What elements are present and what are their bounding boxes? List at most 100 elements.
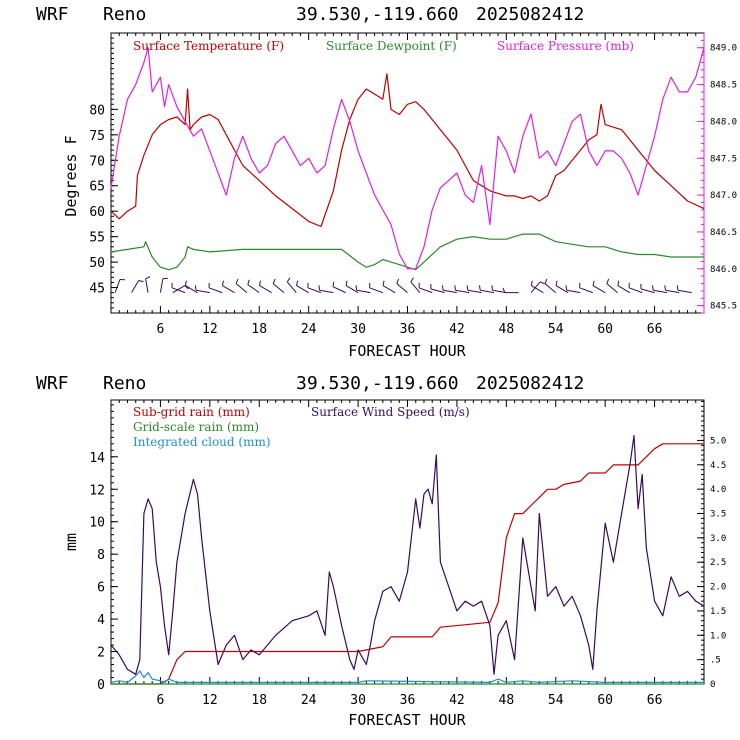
wind-barb-flag [652, 285, 654, 291]
wind-barb [455, 289, 470, 294]
wind-barb-flag [441, 285, 444, 291]
panel2-x-tick-label: 66 [647, 693, 663, 708]
panel1-x-tick-label: 48 [499, 322, 515, 337]
panel2-x-tick-label: 30 [350, 693, 366, 708]
panel2-coords: 39.530,-119.660 [296, 373, 459, 394]
wind-barb-flag [355, 285, 358, 291]
panel2-x-tick-label: 48 [499, 693, 515, 708]
panel1-y-tick-label: 60 [89, 205, 105, 220]
wind-barb [286, 281, 297, 293]
wind-barb-flag [664, 285, 666, 291]
series-surface-dewpoint-f [110, 233, 704, 271]
wind-barb-flag [454, 285, 456, 291]
panel2-y-tick-label: 14 [89, 451, 105, 466]
wind-barb [592, 285, 606, 294]
wind-barb [665, 289, 680, 294]
panel1-y2-tick-label: 849.0 [710, 44, 737, 54]
wind-barb-flag [396, 278, 400, 284]
panel2-init-time: 2025082412 [476, 373, 584, 394]
wind-barb [195, 289, 210, 294]
wind-barb [171, 287, 186, 294]
panel1-y2-tick-label: 847.5 [710, 154, 737, 164]
legend-surface-temperature: Surface Temperature (F) [133, 39, 284, 53]
wind-barb [332, 286, 346, 294]
panel1-x-tick-label: 66 [647, 322, 663, 337]
wind-barb [566, 289, 581, 294]
panel1-y2-tick-label: 847.0 [710, 191, 737, 201]
panel1-y-tick-label: 50 [89, 256, 105, 271]
panel2-x-tick-label: 6 [157, 693, 165, 708]
wind-barb-flag [247, 279, 250, 285]
panel2-x-tick-label: 18 [251, 693, 267, 708]
wind-barb [480, 289, 495, 294]
wind-barb [356, 289, 371, 294]
panel1-plot-area [110, 47, 705, 294]
panel1-y-tick-label: 55 [89, 231, 105, 246]
wind-barb [247, 284, 260, 294]
wind-barb-flag [296, 280, 299, 286]
panel2-x-tick-label: 12 [202, 693, 218, 708]
series-integrated-cloud-mm [110, 670, 704, 684]
wind-barb [259, 285, 272, 294]
panel2-y2-tick-label: 4.0 [710, 485, 726, 495]
wind-barb-flag [502, 287, 506, 293]
wind-barb [653, 289, 668, 294]
wind-barb [208, 287, 223, 294]
wind-barb [467, 289, 482, 294]
panel2-y-tick-label: 10 [89, 516, 105, 531]
series-sub-grid-rain-mm [111, 443, 704, 685]
wind-barb-flag [617, 280, 620, 286]
wind-barb-flag [184, 280, 187, 286]
wind-barb [382, 285, 396, 294]
panel2-header: WRF Reno 39.530,-119.660 2025082412 [36, 373, 584, 394]
wind-barb [345, 285, 359, 294]
series-surface-pressure-mb [110, 47, 705, 270]
panel2-y2-tick-label: 3.0 [710, 534, 726, 544]
panel1-x-tick-label: 30 [350, 322, 366, 337]
panel2-y2-tick-label: 2.0 [710, 583, 726, 593]
panel1-x-tick-label: 36 [400, 322, 416, 337]
panel2-station: Reno [103, 373, 146, 394]
panel2-x-tick-label: 24 [301, 693, 317, 708]
panel2-y2-tick-label: 2.5 [710, 558, 726, 568]
panel1-model: WRF [36, 4, 69, 25]
wind-barb-flag [318, 285, 321, 291]
wind-barb [555, 285, 569, 294]
panel2-x-tick-label: 54 [548, 693, 564, 708]
panel1-x-tick-label: 60 [597, 322, 613, 337]
panel1-x-tick-label: 24 [301, 322, 317, 337]
wind-barb [307, 287, 322, 294]
wind-barb [159, 278, 164, 293]
panel1-header: WRF Reno 39.530,-119.660 2025082412 [36, 4, 584, 25]
legend-surface-wind-speed: Surface Wind Speed (m/s) [311, 405, 470, 419]
wind-barb-flag [544, 278, 548, 284]
wind-barb-flag [345, 280, 348, 286]
wind-barb [579, 287, 593, 294]
panel1-x-tick-label: 54 [548, 322, 564, 337]
wind-barb [418, 287, 433, 294]
wind-barb-flag [259, 280, 261, 286]
series-surface-temperature-f [110, 73, 705, 228]
panel1-x-tick-label: 18 [251, 322, 267, 337]
panel2-x-tick-label: 36 [400, 693, 416, 708]
wind-barb-flag [382, 280, 385, 286]
panel1-y2-tick-label: 846.5 [710, 228, 737, 238]
wind-barb [492, 289, 507, 294]
panel1-coords: 39.530,-119.660 [296, 4, 459, 25]
panel1-y2-tick-label: 845.5 [710, 302, 737, 312]
wind-barb [396, 283, 408, 294]
wind-barb [185, 285, 198, 294]
wind-barb [235, 283, 248, 294]
wind-barb [677, 289, 692, 294]
wind-barb-flag [491, 285, 493, 291]
wind-barb [628, 287, 643, 294]
wind-barb-flag [565, 285, 568, 291]
wind-barb-flag [286, 277, 291, 283]
panel1-xlabel: FORECAST HOUR [348, 342, 466, 360]
panel2-x-tick-label: 60 [597, 693, 613, 708]
wind-barb-flag [145, 276, 151, 280]
panel1-y2-tick-label: 848.0 [710, 117, 737, 127]
wind-barb [531, 285, 544, 294]
wind-barb-flag [332, 281, 335, 287]
